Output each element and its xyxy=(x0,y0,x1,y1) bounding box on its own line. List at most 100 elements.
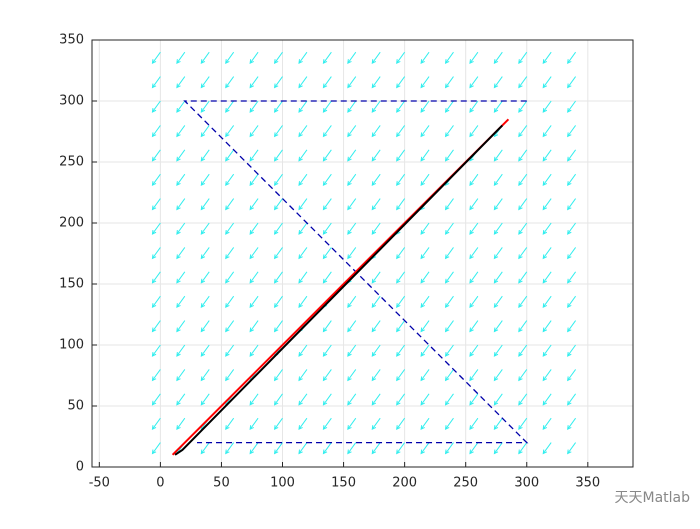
quiver-arrow xyxy=(298,271,308,284)
quiver-arrow xyxy=(249,149,259,162)
quiver-arrow xyxy=(518,51,528,65)
quiver-arrow xyxy=(176,76,186,89)
quiver-arrow xyxy=(493,393,503,406)
quiver-arrow xyxy=(176,271,186,284)
quiver-arrow xyxy=(444,125,454,138)
quiver-arrow xyxy=(273,173,283,187)
quiver-arrow xyxy=(176,320,186,333)
quiver-arrow xyxy=(322,100,332,113)
quiver-arrow xyxy=(151,393,161,406)
quiver-arrow xyxy=(225,369,235,382)
x-tick-label: 300 xyxy=(514,476,539,491)
quiver-arrow xyxy=(176,51,186,65)
quiver-arrow xyxy=(420,247,430,260)
quiver-arrow xyxy=(347,369,357,382)
quiver-arrow xyxy=(542,393,552,406)
quiver-arrow xyxy=(518,76,528,89)
quiver-arrow xyxy=(371,100,381,113)
quiver-arrow xyxy=(273,149,283,162)
quiver-arrow xyxy=(249,173,259,187)
quiver-arrow xyxy=(347,247,357,260)
quiver-arrow xyxy=(444,344,454,357)
quiver-arrow xyxy=(298,247,308,260)
quiver-arrow xyxy=(200,344,210,357)
quiver-arrow xyxy=(469,198,479,211)
y-tick-label: 100 xyxy=(59,338,84,353)
quiver-arrow xyxy=(396,149,406,162)
quiver-arrow xyxy=(518,173,528,187)
quiver-arrow xyxy=(371,173,381,187)
quiver-arrow xyxy=(225,100,235,113)
quiver-arrow xyxy=(225,76,235,89)
quiver-arrow xyxy=(176,198,186,211)
quiver-arrow xyxy=(322,125,332,138)
quiver-arrow xyxy=(444,76,454,89)
quiver-arrow xyxy=(567,125,577,138)
quiver-arrow xyxy=(347,51,357,65)
quiver-arrow xyxy=(567,393,577,406)
quiver-arrow xyxy=(518,149,528,162)
quiver-arrow xyxy=(371,125,381,138)
quiver-arrow xyxy=(249,247,259,260)
quiver-arrow xyxy=(151,51,161,65)
quiver-arrow xyxy=(518,393,528,406)
quiver-arrow xyxy=(493,369,503,382)
quiver-arrow xyxy=(396,417,406,431)
y-tick-label: 50 xyxy=(67,399,84,414)
x-tick-label: 350 xyxy=(575,476,600,491)
quiver-arrow xyxy=(567,320,577,333)
quiver-arrow xyxy=(151,173,161,187)
quiver-arrow xyxy=(200,369,210,382)
quiver-arrow xyxy=(200,100,210,113)
quiver-arrow xyxy=(518,222,528,235)
quiver-arrow xyxy=(396,271,406,284)
quiver-arrow xyxy=(322,173,332,187)
quiver-arrow xyxy=(420,320,430,333)
quiver-arrow xyxy=(176,149,186,162)
quiver-arrow xyxy=(200,149,210,162)
quiver-arrow xyxy=(151,100,161,113)
quiver-arrow xyxy=(444,100,454,113)
quiver-arrow xyxy=(249,417,259,431)
x-tick-label: 0 xyxy=(156,476,164,491)
quiver-arrow xyxy=(493,442,503,455)
quiver-arrow xyxy=(469,125,479,138)
quiver-arrow xyxy=(371,344,381,357)
quiver-arrow xyxy=(542,417,552,431)
quiver-arrow xyxy=(567,173,577,187)
quiver-arrow xyxy=(567,295,577,309)
quiver-arrow xyxy=(567,198,577,211)
quiver-arrow xyxy=(371,320,381,333)
quiver-arrow xyxy=(151,320,161,333)
quiver-arrow xyxy=(347,417,357,431)
quiver-arrow xyxy=(273,442,283,455)
quiver-arrow xyxy=(200,442,210,455)
quiver-arrow xyxy=(420,125,430,138)
quiver-arrow xyxy=(322,222,332,235)
quiver-arrow xyxy=(371,51,381,65)
quiver-arrow xyxy=(371,76,381,89)
quiver-arrow xyxy=(493,295,503,309)
quiver-arrow xyxy=(151,271,161,284)
quiver-arrow xyxy=(273,247,283,260)
quiver-arrow xyxy=(273,417,283,431)
quiver-arrow xyxy=(176,247,186,260)
quiver-arrow xyxy=(444,198,454,211)
quiver-arrow xyxy=(444,247,454,260)
quiver-arrow xyxy=(469,344,479,357)
quiver-arrow xyxy=(518,198,528,211)
quiver-arrow xyxy=(225,173,235,187)
quiver-arrow xyxy=(542,76,552,89)
quiver-arrow xyxy=(396,393,406,406)
quiver-arrow xyxy=(396,295,406,309)
quiver-arrow xyxy=(567,442,577,455)
quiver-arrow xyxy=(469,393,479,406)
quiver-arrow xyxy=(176,295,186,309)
quiver-arrow xyxy=(249,295,259,309)
plot-frame xyxy=(91,39,634,468)
quiver-arrow xyxy=(225,271,235,284)
quiver-arrow xyxy=(493,222,503,235)
quiver-arrow xyxy=(444,271,454,284)
quiver-arrow xyxy=(273,271,283,284)
